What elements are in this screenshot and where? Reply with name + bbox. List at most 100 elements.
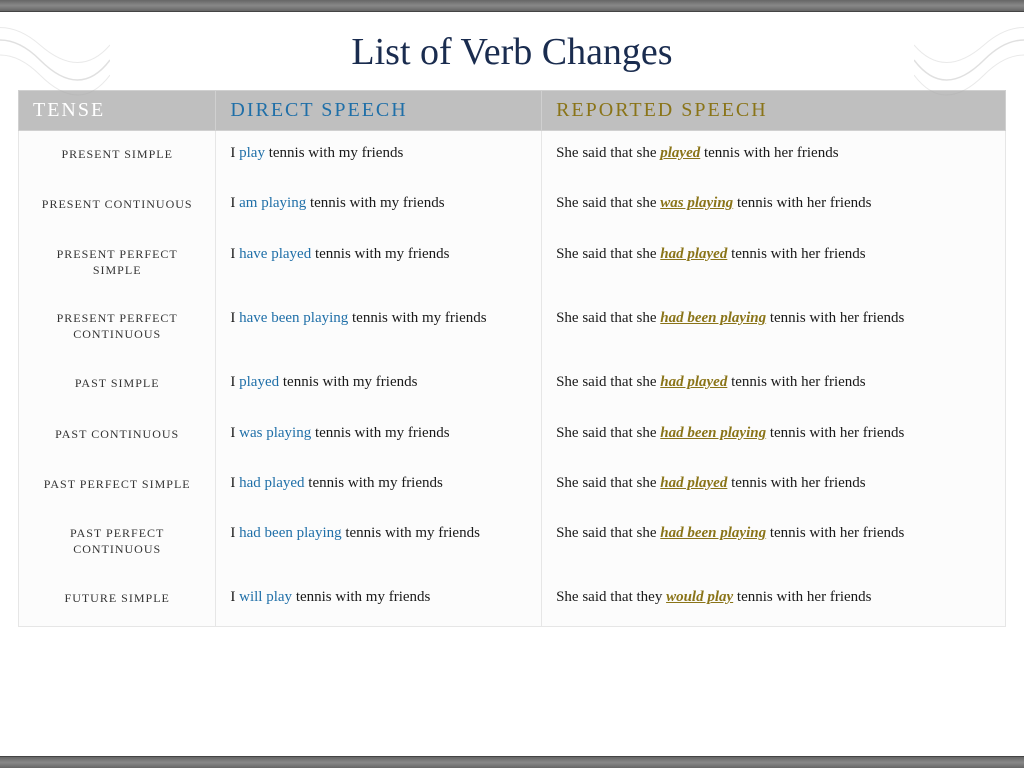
reported-verb: played	[660, 145, 700, 161]
direct-text-pre: I	[230, 374, 239, 390]
reported-verb: had played	[660, 475, 727, 491]
direct-text-post: tennis with my friends	[348, 310, 486, 326]
direct-speech-cell: I played tennis with my friends	[216, 360, 542, 410]
reported-text-pre: She said that she	[556, 145, 660, 161]
reported-text-post: tennis with her friends	[733, 195, 871, 211]
direct-text-post: tennis with my friends	[305, 475, 443, 491]
table-row: PRESENT PERFECT CONTINUOUSI have been pl…	[19, 296, 1006, 360]
reported-text-pre: She said that she	[556, 246, 660, 262]
direct-text-pre: I	[230, 425, 239, 441]
reported-speech-cell: She said that she had been playing tenni…	[542, 511, 1006, 575]
direct-text-pre: I	[230, 589, 239, 605]
table-row: PAST PERFECT CONTINUOUSI had been playin…	[19, 511, 1006, 575]
table-container: TENSE DIRECT SPEECH REPORTED SPEECH PRES…	[0, 90, 1024, 627]
reported-text-pre: She said that she	[556, 425, 660, 441]
reported-text-post: tennis with her friends	[766, 525, 904, 541]
reported-verb: had been playing	[660, 425, 766, 441]
direct-text-pre: I	[230, 145, 239, 161]
direct-speech-cell: I had been playing tennis with my friend…	[216, 511, 542, 575]
direct-verb: play	[239, 145, 265, 161]
direct-verb: am playing	[239, 195, 306, 211]
reported-text-post: tennis with her friends	[700, 145, 838, 161]
direct-speech-cell: I play tennis with my friends	[216, 131, 542, 182]
direct-text-pre: I	[230, 525, 239, 541]
direct-speech-cell: I will play tennis with my friends	[216, 575, 542, 626]
reported-text-pre: She said that she	[556, 374, 660, 390]
tense-cell: PAST PERFECT SIMPLE	[19, 461, 216, 511]
direct-text-pre: I	[230, 310, 239, 326]
direct-text-post: tennis with my friends	[265, 145, 403, 161]
direct-verb: have been playing	[239, 310, 348, 326]
reported-speech-cell: She said that she played tennis with her…	[542, 131, 1006, 182]
direct-text-post: tennis with my friends	[311, 425, 449, 441]
direct-text-post: tennis with my friends	[342, 525, 480, 541]
direct-text-post: tennis with my friends	[311, 246, 449, 262]
direct-speech-cell: I am playing tennis with my friends	[216, 181, 542, 231]
reported-verb: had played	[660, 246, 727, 262]
direct-speech-cell: I have been playing tennis with my frien…	[216, 296, 542, 360]
reported-verb: had played	[660, 374, 727, 390]
reported-speech-cell: She said that she had played tennis with…	[542, 461, 1006, 511]
reported-text-post: tennis with her friends	[727, 246, 865, 262]
slide-bottom-border	[0, 756, 1024, 768]
tense-cell: PRESENT PERFECT CONTINUOUS	[19, 296, 216, 360]
tense-cell: PRESENT CONTINUOUS	[19, 181, 216, 231]
reported-text-post: tennis with her friends	[727, 475, 865, 491]
verb-changes-table: TENSE DIRECT SPEECH REPORTED SPEECH PRES…	[18, 90, 1006, 627]
reported-text-post: tennis with her friends	[733, 589, 871, 605]
reported-speech-cell: She said that she had been playing tenni…	[542, 411, 1006, 461]
reported-text-post: tennis with her friends	[766, 425, 904, 441]
tense-cell: PAST CONTINUOUS	[19, 411, 216, 461]
reported-text-pre: She said that they	[556, 589, 666, 605]
direct-text-post: tennis with my friends	[279, 374, 417, 390]
col-header-direct: DIRECT SPEECH	[216, 91, 542, 131]
direct-text-pre: I	[230, 475, 239, 491]
table-row: PRESENT PERFECT SIMPLEI have played tenn…	[19, 232, 1006, 296]
direct-verb: was playing	[239, 425, 311, 441]
reported-verb: had been playing	[660, 310, 766, 326]
direct-text-pre: I	[230, 195, 239, 211]
table-row: PAST CONTINUOUSI was playing tennis with…	[19, 411, 1006, 461]
table-header-row: TENSE DIRECT SPEECH REPORTED SPEECH	[19, 91, 1006, 131]
tense-cell: PRESENT SIMPLE	[19, 131, 216, 182]
direct-speech-cell: I have played tennis with my friends	[216, 232, 542, 296]
slide-top-border	[0, 0, 1024, 12]
decor-swirl-right	[914, 20, 1024, 100]
direct-speech-cell: I was playing tennis with my friends	[216, 411, 542, 461]
direct-verb: played	[239, 374, 279, 390]
direct-text-post: tennis with my friends	[292, 589, 430, 605]
reported-verb: was playing	[660, 195, 733, 211]
reported-text-pre: She said that she	[556, 195, 660, 211]
table-body: PRESENT SIMPLEI play tennis with my frie…	[19, 131, 1006, 627]
direct-speech-cell: I had played tennis with my friends	[216, 461, 542, 511]
direct-text-pre: I	[230, 246, 239, 262]
tense-cell: PRESENT PERFECT SIMPLE	[19, 232, 216, 296]
tense-cell: PAST PERFECT CONTINUOUS	[19, 511, 216, 575]
direct-verb: have played	[239, 246, 311, 262]
reported-verb: would play	[666, 589, 733, 605]
direct-verb: will play	[239, 589, 292, 605]
table-row: FUTURE SIMPLEI will play tennis with my …	[19, 575, 1006, 626]
direct-verb: had played	[239, 475, 304, 491]
decor-swirl-left	[0, 20, 110, 100]
table-row: PRESENT SIMPLEI play tennis with my frie…	[19, 131, 1006, 182]
slide-title: List of Verb Changes	[0, 0, 1024, 90]
table-row: PAST SIMPLEI played tennis with my frien…	[19, 360, 1006, 410]
tense-cell: PAST SIMPLE	[19, 360, 216, 410]
reported-text-post: tennis with her friends	[727, 374, 865, 390]
reported-text-pre: She said that she	[556, 310, 660, 326]
direct-verb: had been playing	[239, 525, 341, 541]
reported-speech-cell: She said that she had been playing tenni…	[542, 296, 1006, 360]
table-row: PRESENT CONTINUOUSI am playing tennis wi…	[19, 181, 1006, 231]
reported-speech-cell: She said that they would play tennis wit…	[542, 575, 1006, 626]
reported-speech-cell: She said that she had played tennis with…	[542, 232, 1006, 296]
reported-speech-cell: She said that she had played tennis with…	[542, 360, 1006, 410]
reported-text-post: tennis with her friends	[766, 310, 904, 326]
reported-speech-cell: She said that she was playing tennis wit…	[542, 181, 1006, 231]
reported-verb: had been playing	[660, 525, 766, 541]
reported-text-pre: She said that she	[556, 475, 660, 491]
direct-text-post: tennis with my friends	[306, 195, 444, 211]
tense-cell: FUTURE SIMPLE	[19, 575, 216, 626]
table-row: PAST PERFECT SIMPLEI had played tennis w…	[19, 461, 1006, 511]
reported-text-pre: She said that she	[556, 525, 660, 541]
